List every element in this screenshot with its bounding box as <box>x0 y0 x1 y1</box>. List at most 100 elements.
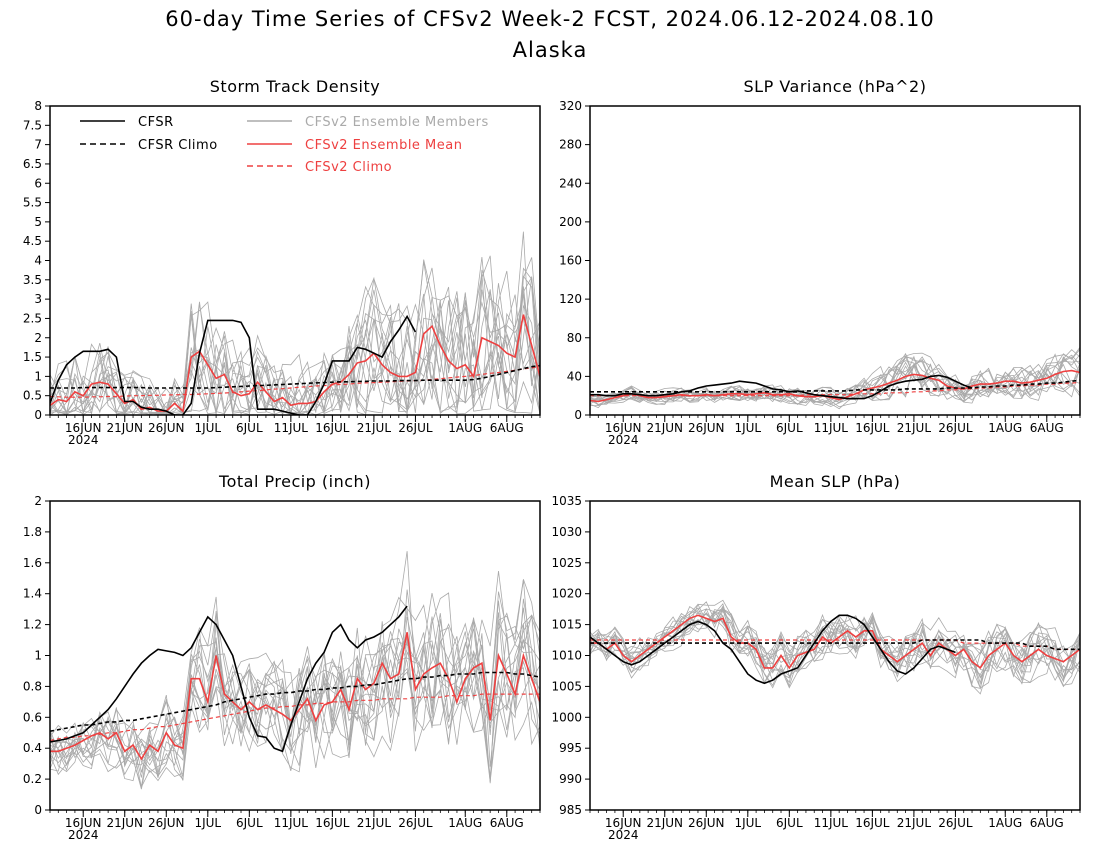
plot-frame <box>49 500 541 811</box>
y-tick-label: 80 <box>567 331 582 345</box>
y-tick-label: 8 <box>34 99 42 113</box>
y-tick-label: 1025 <box>551 556 582 570</box>
x-tick-label: 16JUL <box>855 421 890 435</box>
figure-title: 60-day Time Series of CFSv2 Week-2 FCST,… <box>165 7 934 31</box>
ensemble-member-line <box>590 608 1080 695</box>
cfsr-line <box>590 374 973 400</box>
plot-area-slpvar <box>590 346 1080 410</box>
x-tick-label: 26JUN <box>148 816 185 830</box>
x-tick-label: 6AUG <box>1030 816 1064 830</box>
cfsr-line <box>590 614 956 685</box>
y-tick-label: 0.6 <box>23 710 42 724</box>
x-tick-label: 26JUL <box>398 421 433 435</box>
x-year-label: 2024 <box>608 433 639 447</box>
x-tick-label: 21JUN <box>646 816 683 830</box>
y-tick-label: 0.8 <box>23 679 42 693</box>
x-tick-label: 1AUG <box>448 816 482 830</box>
panel-storm: Storm Track Density 0 0.5 1 1.5 2 2.5 3 3.5 4 4.5 5… <box>23 77 541 447</box>
y-tick-label: 0 <box>34 408 42 422</box>
y-tick-label: 200 <box>559 215 582 229</box>
ensemble-member-line <box>590 608 1080 689</box>
x-tick-label: 21JUN <box>106 421 143 435</box>
y-tick-label: 1.6 <box>23 556 42 570</box>
cfsr-climo-line <box>50 671 540 732</box>
y-tick-label: 1.5 <box>23 350 42 364</box>
y-tick-label: 40 <box>567 369 582 383</box>
x-tick-label: 16JUN <box>605 421 642 435</box>
x-tick-label: 21JUN <box>646 421 683 435</box>
ensemble-member-line <box>590 607 1080 678</box>
y-tick-label: 1 <box>34 369 42 383</box>
y-tick-label: 1 <box>34 649 42 663</box>
legend-label-members: CFSv2 Ensemble Members <box>305 115 489 130</box>
x-tick-label: 26JUL <box>938 816 973 830</box>
y-tick-label: 5.5 <box>23 196 42 210</box>
x-tick-label: 26JUN <box>148 421 185 435</box>
cfsv2-climo-line <box>590 381 1080 397</box>
x-tick-label: 1JUL <box>734 816 761 830</box>
panel-title-storm: Storm Track Density <box>210 77 380 96</box>
cfsr-climo-line <box>590 639 1080 651</box>
plot-area-precip <box>50 551 540 790</box>
ensemble-member-line <box>590 352 1080 410</box>
x-tick-label: 21JUL <box>357 421 392 435</box>
x-tick-label: 21JUL <box>897 421 932 435</box>
legend-label-cfsv2-climo: CFSv2 Climo <box>305 160 392 175</box>
ensemble-member-line <box>50 636 540 790</box>
cfsr-climo-line <box>590 379 1080 393</box>
ensemble-member-line <box>590 352 1080 408</box>
y-tick-label: 1030 <box>551 525 582 539</box>
x-tick-label: 11JUL <box>814 421 849 435</box>
y-tick-label: 1035 <box>551 494 582 508</box>
x-tick-label: 26JUL <box>398 816 433 830</box>
x-tick-label: 16JUL <box>315 816 350 830</box>
x-tick-label: 21JUL <box>897 816 932 830</box>
ensemble-member-line <box>50 259 540 415</box>
ensemble-mean-line <box>50 314 540 413</box>
y-tick-label: 1000 <box>551 710 582 724</box>
plot-area-storm <box>50 231 540 415</box>
ensemble-member-line <box>50 591 540 782</box>
y-tick-label: 7 <box>34 138 42 152</box>
x-tick-label: 16JUN <box>65 421 102 435</box>
y-tick-label: 4.5 <box>23 234 42 248</box>
y-tick-label: 1005 <box>551 679 582 693</box>
x-tick-label: 26JUL <box>938 421 973 435</box>
figure-subtitle: Alaska <box>513 38 588 62</box>
x-tick-label: 1AUG <box>448 421 482 435</box>
ensemble-member-line <box>50 600 540 773</box>
y-tick-label: 3 <box>34 292 42 306</box>
panel-mslp: Mean SLP (hPa) 985 990 995 1000 1005 1010 1015 1… <box>551 472 1081 842</box>
ensemble-member-line <box>590 610 1080 689</box>
ensemble-member-line <box>50 257 540 415</box>
y-tick-label: 2.5 <box>23 311 42 325</box>
x-tick-label: 16JUL <box>855 816 890 830</box>
y-tick-label: 6.5 <box>23 157 42 171</box>
y-tick-label: 1.2 <box>23 618 42 632</box>
legend-label-cfsr-climo: CFSR Climo <box>138 138 218 153</box>
panel-title-precip: Total Precip (inch) <box>218 472 371 491</box>
x-tick-label: 6AUG <box>490 421 524 435</box>
ensemble-member-line <box>50 613 540 781</box>
x-tick-label: 16JUN <box>605 816 642 830</box>
ensemble-member-line <box>590 353 1080 402</box>
x-tick-label: 16JUN <box>65 816 102 830</box>
y-tick-label: 1010 <box>551 649 582 663</box>
x-tick-label: 1JUL <box>194 421 221 435</box>
x-tick-label: 6JUL <box>776 816 803 830</box>
y-tick-label: 995 <box>559 741 582 755</box>
ensemble-mean-line <box>590 369 1080 403</box>
ensemble-member-line <box>50 571 540 762</box>
cfsr-line <box>50 605 408 753</box>
x-tick-label: 6AUG <box>1030 421 1064 435</box>
y-tick-label: 320 <box>559 99 582 113</box>
x-tick-label: 6AUG <box>490 816 524 830</box>
ensemble-member-line <box>590 618 1080 689</box>
cfsr-line <box>50 314 417 415</box>
ensemble-member-line <box>590 354 1080 407</box>
ensemble-member-line <box>50 607 540 777</box>
x-tick-label: 6JUL <box>776 421 803 435</box>
y-tick-label: 985 <box>559 803 582 817</box>
ensemble-member-line <box>50 295 540 415</box>
x-tick-label: 1AUG <box>988 421 1022 435</box>
